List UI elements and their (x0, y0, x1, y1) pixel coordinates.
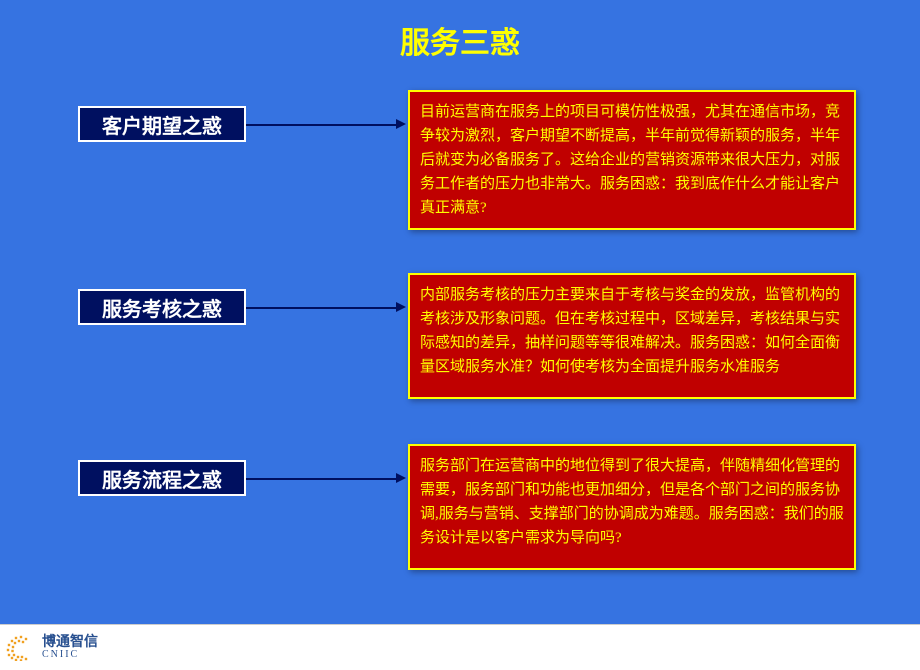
logo-en-text: CNIIC (42, 650, 98, 660)
arrow-line (246, 307, 396, 309)
label-box: 服务流程之惑 (78, 460, 246, 496)
arrow-head-icon (396, 302, 406, 312)
description-box: 内部服务考核的压力主要来自于考核与奖金的发放，监管机构的考核涉及形象问题。但在考… (408, 273, 856, 399)
label-text: 客户期望之惑 (102, 110, 222, 139)
arrow-head-icon (396, 119, 406, 129)
description-text: 服务部门在运营商中的地位得到了很大提高，伴随精细化管理的需要，服务部门和功能也更… (420, 458, 844, 546)
slide-title: 服务三惑 (0, 18, 920, 62)
description-box: 目前运营商在服务上的项目可模仿性极强，尤其在通信市场，竞争较为激烈，客户期望不断… (408, 90, 856, 230)
arrow-line (246, 478, 396, 480)
logo-cn-text: 博通智信 (42, 636, 98, 650)
label-box: 服务考核之惑 (78, 289, 246, 325)
logo: 博通智信 CNIIC (6, 635, 98, 661)
description-text: 内部服务考核的压力主要来自于考核与奖金的发放，监管机构的考核涉及形象问题。但在考… (420, 287, 840, 375)
arrow-line (246, 124, 396, 126)
footer-bar: 博通智信 CNIIC (0, 624, 920, 670)
slide: 服务三惑 客户期望之惑 目前运营商在服务上的项目可模仿性极强，尤其在通信市场，竞争… (0, 0, 920, 670)
label-box: 客户期望之惑 (78, 106, 246, 142)
arrow-head-icon (396, 473, 406, 483)
description-box: 服务部门在运营商中的地位得到了很大提高，伴随精细化管理的需要，服务部门和功能也更… (408, 444, 856, 570)
label-text: 服务流程之惑 (102, 464, 222, 493)
description-text: 目前运营商在服务上的项目可模仿性极强，尤其在通信市场，竞争较为激烈，客户期望不断… (420, 104, 840, 216)
label-text: 服务考核之惑 (102, 293, 222, 322)
logo-text: 博通智信 CNIIC (42, 636, 98, 660)
logo-mark-icon (6, 635, 36, 661)
